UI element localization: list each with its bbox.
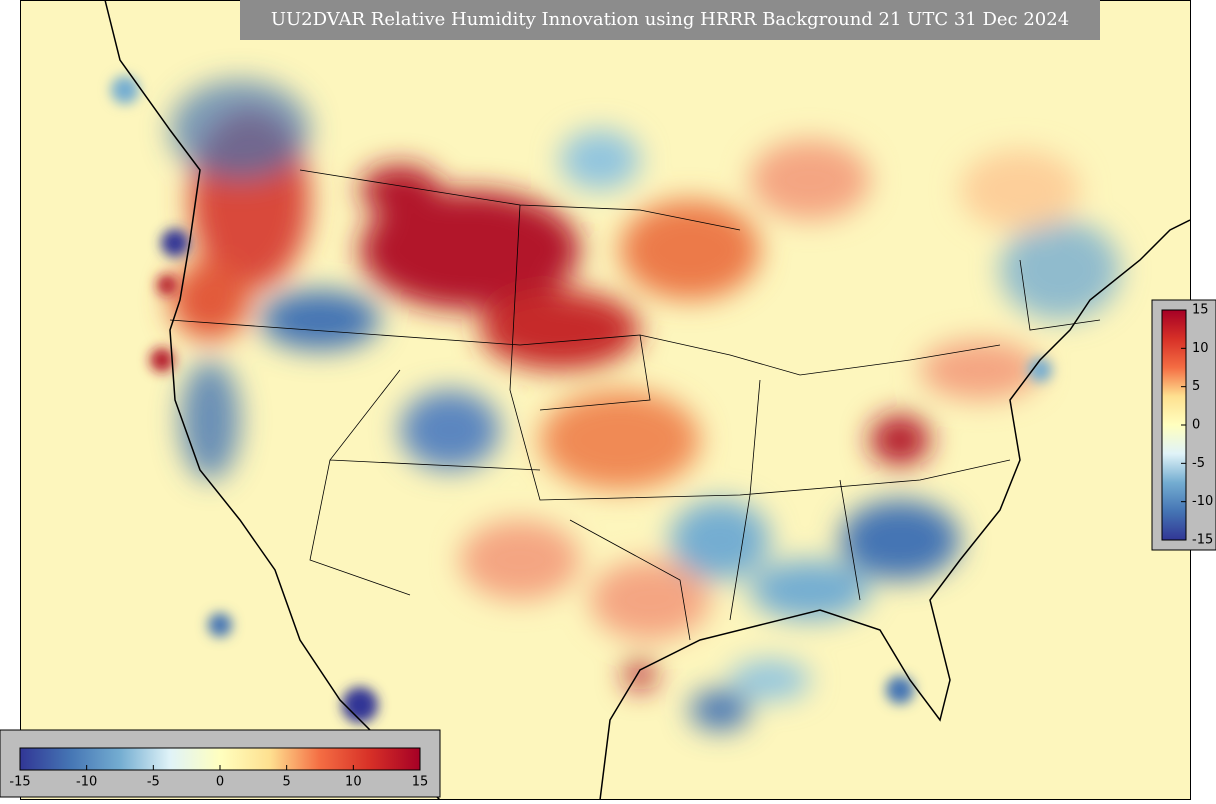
tick-label: 15 [1192,303,1209,318]
title: UU2DVAR Relative Humidity Innovation usi… [271,9,1069,30]
tick-label: -5 [147,775,160,790]
tick-label: 5 [1192,379,1200,394]
tick-label: 10 [345,775,362,790]
coastline [104,0,1190,800]
tick-label: -15 [9,775,30,790]
tick-label: -5 [1192,456,1205,471]
map [20,0,1190,800]
innovation-field [170,80,1120,730]
tick-label: -10 [76,775,97,790]
tick-label: -10 [1192,494,1213,509]
tick-label: -15 [1192,533,1213,548]
colorbar-bottom: -15 -10 -5 0 5 10 15 [9,747,429,790]
tick-label: 0 [1192,418,1200,433]
title-box [240,0,1100,40]
tick-label: 15 [412,775,429,790]
borders [169,169,1101,641]
tick-label: 10 [1192,341,1209,356]
colorbar-right: 15 10 5 0 -5 -10 -15 [1161,303,1213,548]
coastal-spots [111,76,1052,723]
tick-label: 5 [283,775,291,790]
tick-label: 0 [216,775,224,790]
